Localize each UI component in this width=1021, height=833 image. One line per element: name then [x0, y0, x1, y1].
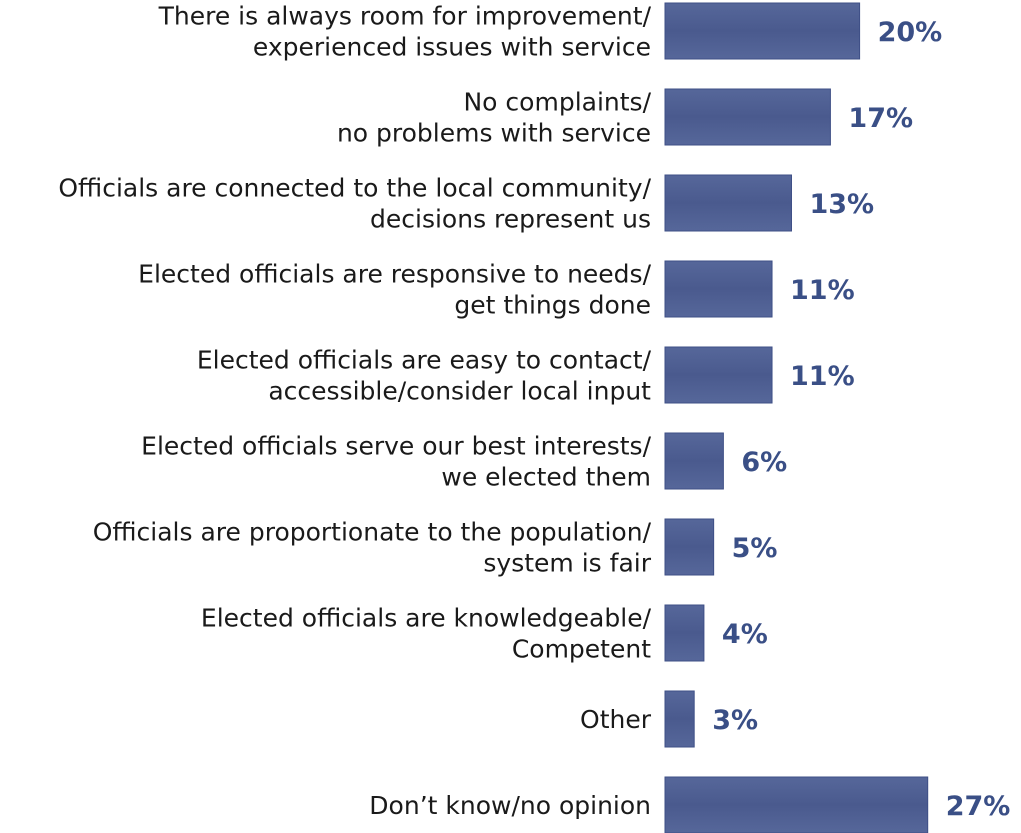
category-label: accessible/consider local input	[268, 377, 651, 406]
bars: There is always room for improvement/exp…	[58, 2, 1010, 833]
bar-row: Elected officials are knowledgeable/Comp…	[201, 604, 768, 664]
bar	[664, 518, 715, 576]
category-label: get things done	[454, 291, 651, 320]
category-label: Other	[580, 705, 652, 734]
value-label: 17%	[848, 103, 913, 134]
bar-row: Officials are connected to the local com…	[58, 174, 874, 234]
category-label: Officials are connected to the local com…	[58, 174, 651, 203]
bar	[664, 346, 773, 404]
category-label: Elected officials are knowledgeable/	[201, 604, 652, 633]
bar-row: Don’t know/no opinion 27%	[369, 776, 1011, 833]
category-label: Elected officials are easy to contact/	[197, 346, 652, 375]
value-label: 27%	[946, 791, 1011, 822]
value-label: 6%	[741, 447, 787, 478]
category-label: Officials are proportionate to the popul…	[93, 518, 652, 547]
value-label: 4%	[722, 619, 768, 650]
bar-row: Elected officials serve our best interes…	[141, 432, 787, 492]
category-label: Elected officials serve our best interes…	[141, 432, 651, 461]
bar	[664, 260, 773, 318]
bar	[664, 690, 695, 748]
bar-row: Other 3%	[580, 690, 758, 748]
value-label: 3%	[712, 705, 758, 736]
bar-row: No complaints/no problems with service 17…	[337, 88, 913, 148]
category-label: we elected them	[441, 463, 651, 492]
bar	[664, 174, 792, 232]
category-label: experienced issues with service	[253, 33, 651, 62]
bar	[664, 88, 831, 146]
bar-row: Elected officials are easy to contact/ac…	[197, 346, 855, 406]
bar-row: Elected officials are responsive to need…	[138, 260, 855, 320]
category-label: Competent	[512, 635, 651, 664]
bar	[664, 432, 724, 490]
bar-row: Officials are proportionate to the popul…	[93, 518, 778, 578]
category-label: Don’t know/no opinion	[369, 791, 651, 820]
category-label: system is fair	[483, 549, 651, 578]
category-label: decisions represent us	[370, 205, 651, 234]
value-label: 13%	[809, 189, 874, 220]
bar	[664, 604, 705, 662]
category-label: Elected officials are responsive to need…	[138, 260, 651, 289]
value-label: 11%	[790, 361, 855, 392]
bar	[664, 2, 861, 60]
category-label: no problems with service	[337, 119, 651, 148]
bar	[664, 776, 929, 833]
value-label: 5%	[732, 533, 778, 564]
category-label: There is always room for improvement/	[158, 2, 652, 31]
value-label: 11%	[790, 275, 855, 306]
value-label: 20%	[878, 17, 943, 48]
category-label: No complaints/	[463, 88, 651, 117]
bar-row: There is always room for improvement/exp…	[158, 2, 943, 62]
